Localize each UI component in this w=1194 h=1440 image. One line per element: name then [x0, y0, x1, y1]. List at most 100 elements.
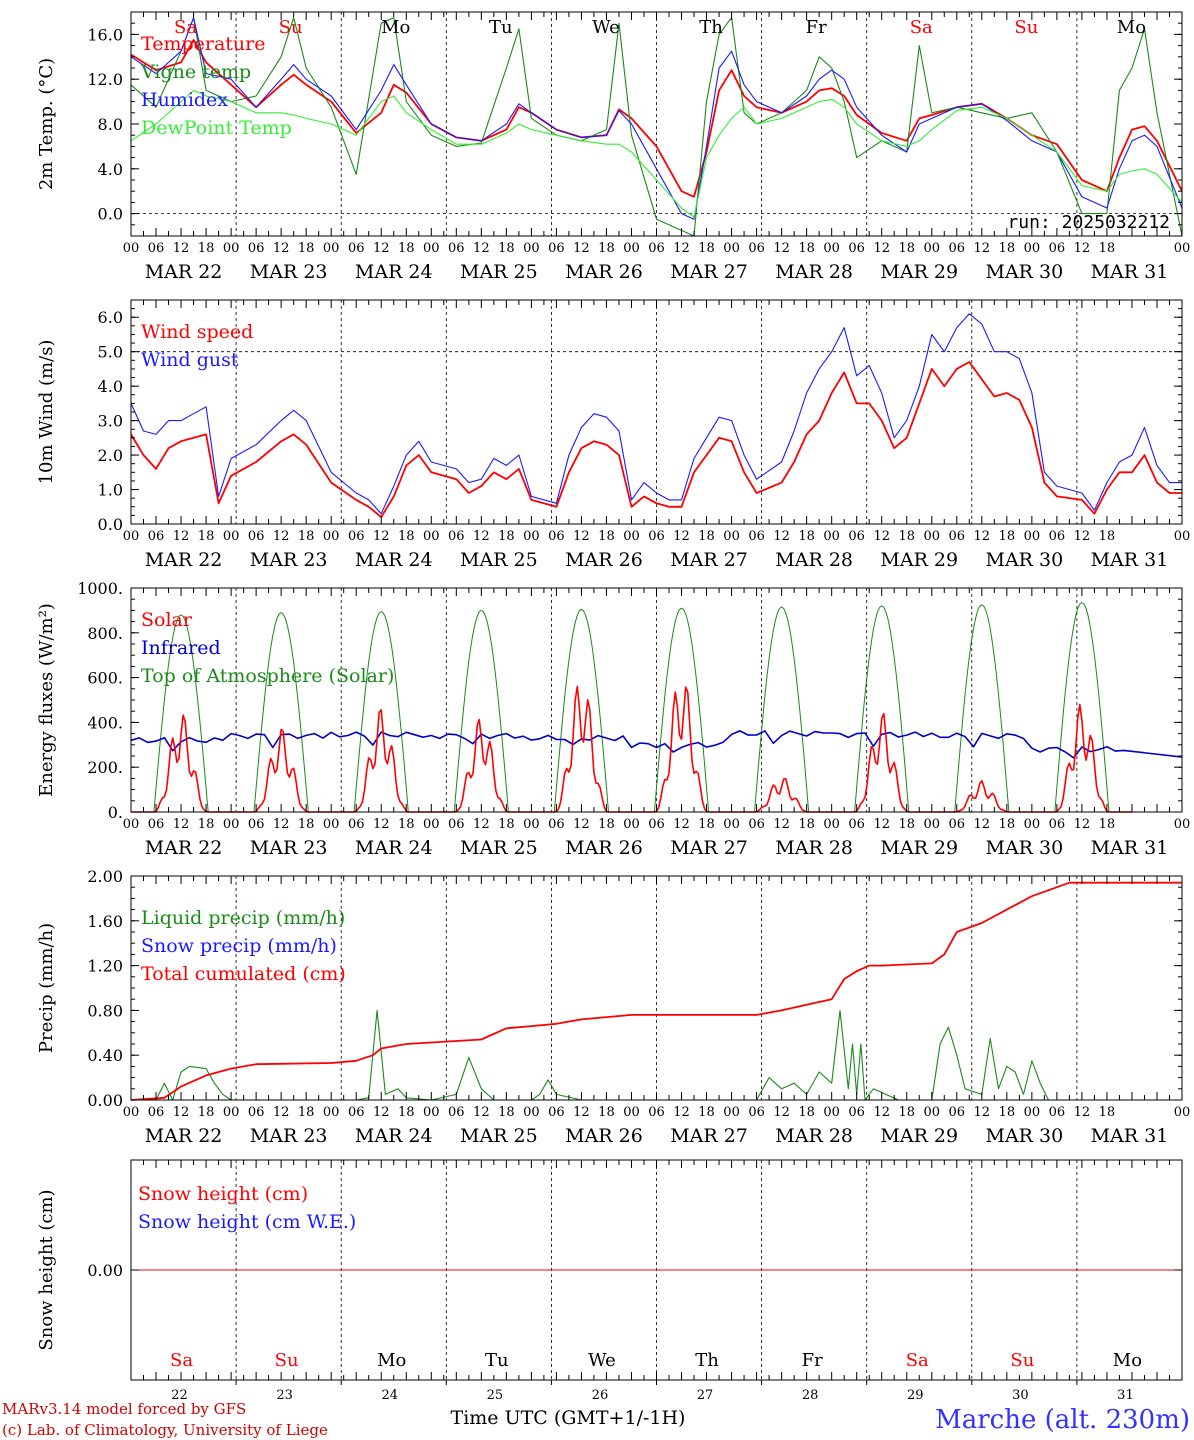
- x-hour-label: 12: [773, 817, 790, 832]
- day-number: 26: [592, 1388, 609, 1403]
- x-hour-label: 06: [248, 529, 265, 544]
- x-hour-label: 00: [1024, 241, 1041, 256]
- x-hour-label: 12: [1074, 241, 1091, 256]
- x-hour-label: 06: [848, 529, 865, 544]
- x-hour-label: 12: [273, 817, 290, 832]
- x-hour-label: 12: [173, 817, 190, 832]
- x-date-label: MAR 31: [1091, 1125, 1169, 1147]
- x-hour-label: 12: [373, 817, 390, 832]
- run-label: run: 2025032212: [1007, 212, 1170, 233]
- x-hour-label: 06: [548, 529, 565, 544]
- y-tick-label: 0.80: [87, 1001, 123, 1020]
- footer-lab: (c) Lab. of Climatology, University of L…: [2, 1421, 328, 1439]
- day-abbr-bottom: Su: [1010, 1350, 1034, 1371]
- x-hour-label: 18: [898, 529, 915, 544]
- x-hour-label: 18: [1099, 817, 1116, 832]
- day-abbr-bottom: We: [588, 1350, 616, 1371]
- legend-entry: Snow height (cm W.E.): [138, 1211, 356, 1233]
- day-abbr-bottom: Tu: [485, 1350, 509, 1371]
- day-number: 27: [697, 1388, 714, 1403]
- y-tick-label: 1.60: [87, 912, 123, 931]
- x-hour-label: 00: [623, 817, 640, 832]
- x-date-label: MAR 30: [985, 549, 1063, 571]
- x-hour-label: 06: [648, 241, 665, 256]
- x-hour-label: 00: [623, 241, 640, 256]
- x-hour-label: 18: [198, 817, 215, 832]
- x-hour-label: 18: [798, 817, 815, 832]
- y-tick-label: 200.: [87, 758, 123, 777]
- x-hour-label: 18: [298, 1105, 315, 1120]
- series-total-cumulated-cm--line: [130, 881, 1182, 1101]
- y-tick-label: 0.00: [87, 1091, 123, 1110]
- day-number: 25: [487, 1388, 504, 1403]
- x-hour-label: 12: [573, 241, 590, 256]
- y-tick-label: 1.0: [98, 481, 123, 500]
- x-date-label: MAR 28: [775, 549, 853, 571]
- x-hour-label: 00: [323, 1105, 340, 1120]
- x-hour-label: 06: [949, 817, 966, 832]
- x-hour-label: 18: [898, 817, 915, 832]
- x-hour-label: 06: [448, 1105, 465, 1120]
- x-hour-label: 12: [173, 529, 190, 544]
- x-hour-label: 06: [148, 529, 165, 544]
- x-date-label: MAR 26: [565, 261, 643, 283]
- x-hour-label: 00: [423, 1105, 440, 1120]
- x-hour-label: 06: [348, 241, 365, 256]
- series-humidex-line: [130, 17, 1183, 220]
- y-tick-label: 0.: [108, 803, 123, 822]
- x-hour-label: 06: [848, 241, 865, 256]
- x-hour-label: 00: [1024, 529, 1041, 544]
- x-hour-label: 00: [1174, 529, 1191, 544]
- x-hour-label: 12: [1074, 817, 1091, 832]
- series-dewpoint-temp-line: [130, 89, 1183, 218]
- x-hour-label: 12: [273, 529, 290, 544]
- x-date-label: MAR 25: [460, 837, 538, 859]
- x-date-label: MAR 22: [145, 1125, 223, 1147]
- x-hour-label: 12: [273, 1105, 290, 1120]
- x-date-label: MAR 29: [880, 261, 958, 283]
- x-hour-label: 00: [323, 817, 340, 832]
- y-tick-label: 2.0: [98, 446, 123, 465]
- x-date-label: MAR 31: [1091, 549, 1169, 571]
- day-abbr-bottom: Sa: [906, 1350, 929, 1371]
- x-date-label: MAR 27: [670, 837, 748, 859]
- x-hour-label: 18: [698, 529, 715, 544]
- x-hour-label: 12: [1074, 1105, 1091, 1120]
- x-hour-label: 06: [1049, 817, 1066, 832]
- x-hour-label: 18: [999, 817, 1016, 832]
- x-date-label: MAR 28: [775, 1125, 853, 1147]
- x-hour-label: 12: [673, 817, 690, 832]
- x-hour-label: 00: [1024, 817, 1041, 832]
- x-hour-label: 18: [298, 529, 315, 544]
- x-hour-label: 00: [123, 1105, 140, 1120]
- x-hour-label: 06: [448, 817, 465, 832]
- x-hour-label: 12: [573, 529, 590, 544]
- x-hour-label: 06: [548, 1105, 565, 1120]
- x-hour-label: 06: [1049, 1105, 1066, 1120]
- x-hour-label: 00: [523, 529, 540, 544]
- x-hour-label: 18: [598, 241, 615, 256]
- x-hour-label: 00: [923, 241, 940, 256]
- x-hour-label: 06: [648, 817, 665, 832]
- x-hour-label: 00: [223, 241, 240, 256]
- day-number: 28: [802, 1388, 819, 1403]
- y-tick-label: 0.0: [98, 515, 123, 534]
- panel-2-frame: [130, 587, 1183, 813]
- legend-entry: Snow precip (mm/h): [141, 935, 337, 957]
- x-hour-label: 18: [498, 1105, 515, 1120]
- y-tick-label: 1000.: [77, 579, 123, 598]
- series-solar-line: [131, 685, 1132, 813]
- y-tick-label: 0.40: [87, 1046, 123, 1065]
- x-date-label: MAR 24: [355, 261, 433, 283]
- x-date-label: MAR 28: [775, 837, 853, 859]
- x-date-label: MAR 24: [355, 1125, 433, 1147]
- y-tick-label: 0.00: [87, 1261, 123, 1280]
- x-date-label: MAR 26: [565, 549, 643, 571]
- x-hour-label: 12: [974, 1105, 991, 1120]
- x-hour-label: 00: [323, 241, 340, 256]
- y-axis-title: 2m Temp. (°C): [36, 58, 57, 190]
- day-number: 23: [276, 1388, 293, 1403]
- x-hour-label: 00: [323, 529, 340, 544]
- series-wind-gust-line: [130, 313, 1182, 515]
